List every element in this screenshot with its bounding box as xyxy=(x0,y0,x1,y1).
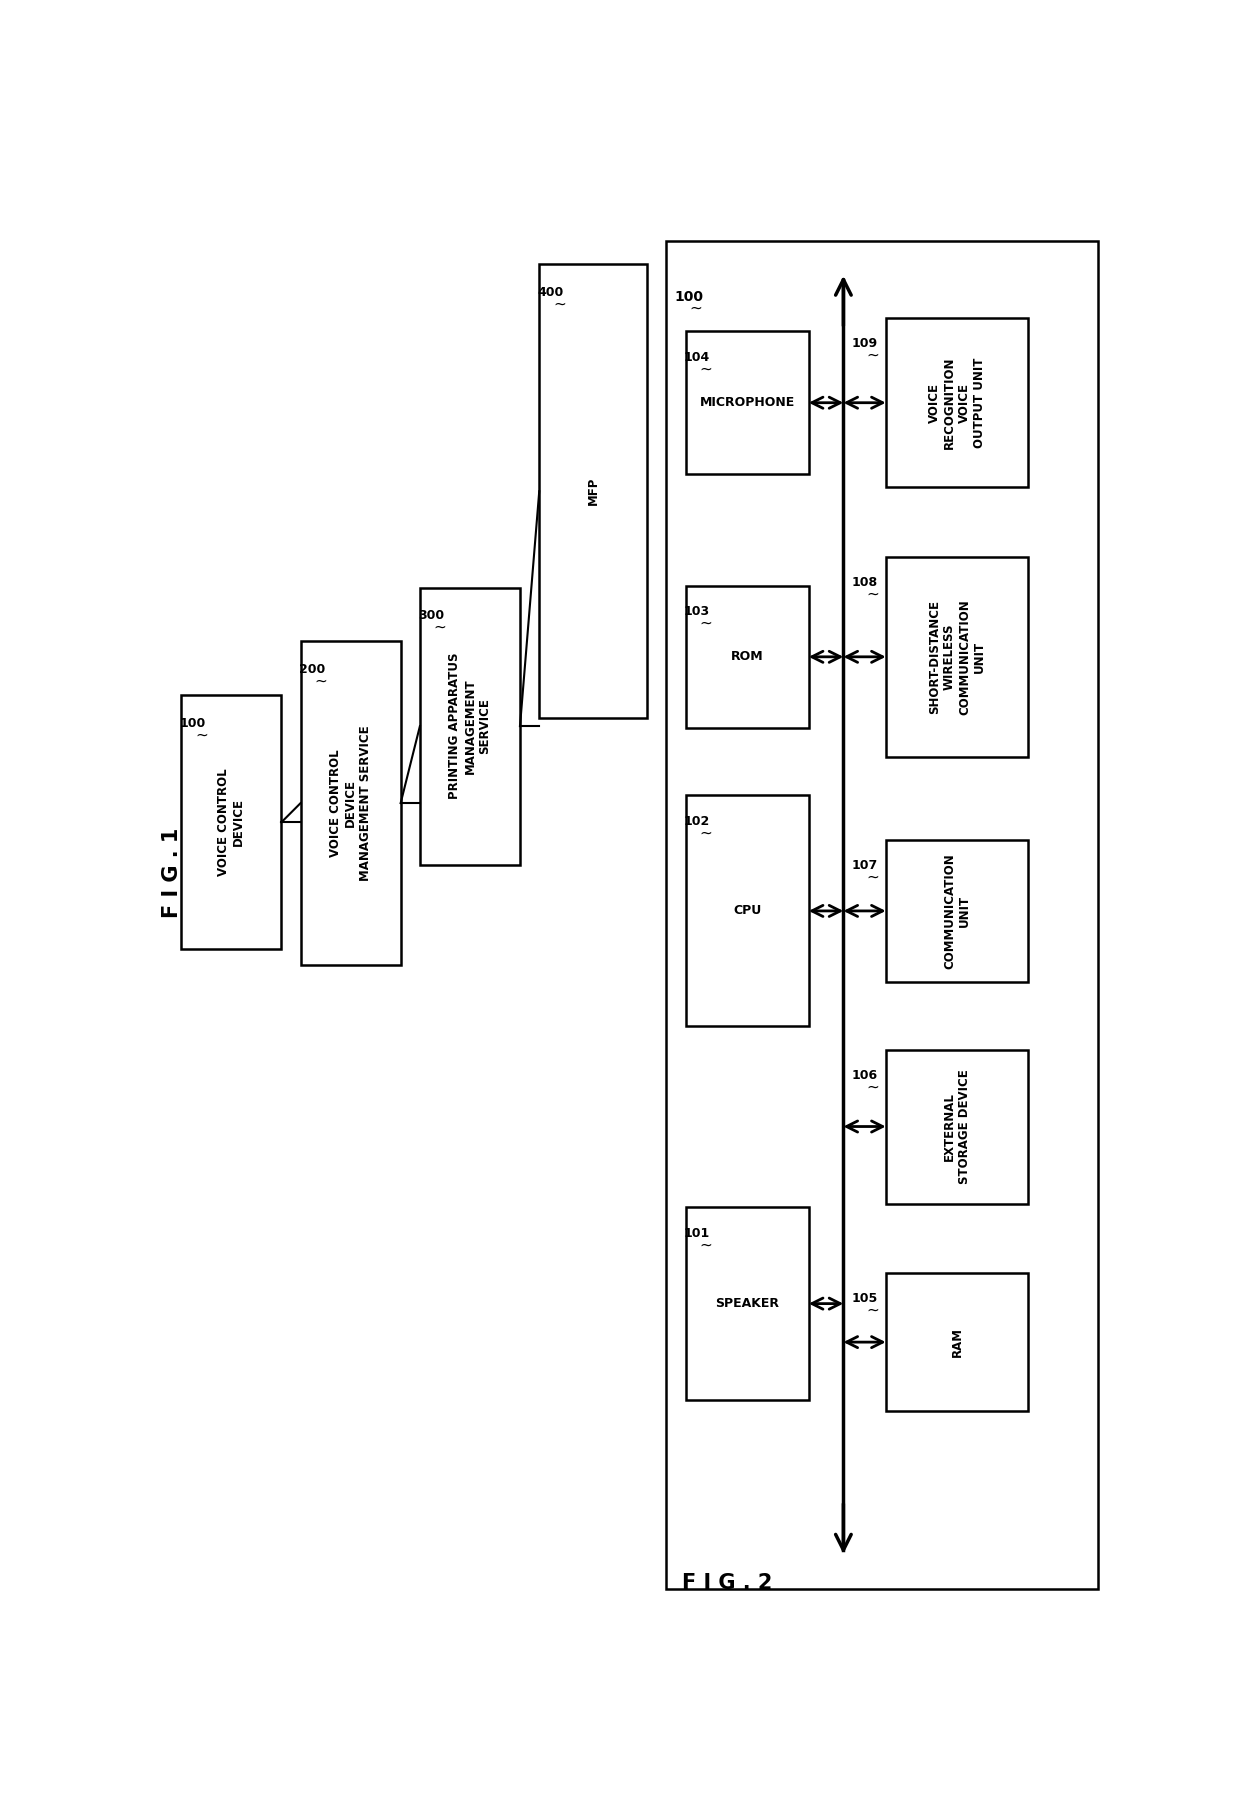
Text: F I G . 2: F I G . 2 xyxy=(682,1573,773,1593)
Text: RAM: RAM xyxy=(951,1327,963,1357)
Bar xyxy=(686,332,808,474)
Text: ~: ~ xyxy=(867,587,879,601)
Text: ~: ~ xyxy=(195,728,208,743)
Text: ~: ~ xyxy=(434,619,446,636)
Text: 200: 200 xyxy=(299,663,325,676)
Text: PRINTING APPARATUS
MANAGEMENT
SERVICE: PRINTING APPARATUS MANAGEMENT SERVICE xyxy=(449,654,491,799)
Text: SHORT-DISTANCE
WIRELESS
COMMUNICATION
UNIT: SHORT-DISTANCE WIRELESS COMMUNICATION UN… xyxy=(928,599,986,716)
Text: F I G . 1: F I G . 1 xyxy=(162,828,182,917)
Text: SPEAKER: SPEAKER xyxy=(715,1297,779,1309)
Text: 102: 102 xyxy=(684,815,711,828)
Text: 103: 103 xyxy=(684,605,711,617)
Text: 108: 108 xyxy=(851,576,877,588)
Text: ~: ~ xyxy=(699,616,712,630)
Bar xyxy=(539,263,647,719)
Text: VOICE CONTROL
DEVICE: VOICE CONTROL DEVICE xyxy=(217,768,246,875)
Bar xyxy=(686,585,808,728)
Text: ~: ~ xyxy=(867,349,879,363)
Text: EXTERNAL
STORAGE DEVICE: EXTERNAL STORAGE DEVICE xyxy=(942,1070,971,1184)
Text: ~: ~ xyxy=(699,1237,712,1253)
Bar xyxy=(885,1050,1028,1204)
Text: VOICE CONTROL
DEVICE
MANAGEMENT SERVICE: VOICE CONTROL DEVICE MANAGEMENT SERVICE xyxy=(329,725,372,881)
Bar xyxy=(181,696,281,950)
Text: CPU: CPU xyxy=(733,904,761,917)
Text: MICROPHONE: MICROPHONE xyxy=(699,396,795,409)
Text: 100: 100 xyxy=(675,289,703,303)
Text: ~: ~ xyxy=(699,826,712,841)
Text: 104: 104 xyxy=(684,350,711,363)
Text: ~: ~ xyxy=(689,300,702,316)
Text: 106: 106 xyxy=(851,1070,877,1082)
Text: COMMUNICATION
UNIT: COMMUNICATION UNIT xyxy=(942,854,971,968)
Text: ~: ~ xyxy=(867,870,879,884)
Bar xyxy=(300,641,401,964)
Text: ~: ~ xyxy=(867,1302,879,1318)
Text: 109: 109 xyxy=(851,338,877,350)
Text: VOICE
RECOGNITION
VOICE
OUTPUT UNIT: VOICE RECOGNITION VOICE OUTPUT UNIT xyxy=(928,356,986,449)
Text: ROM: ROM xyxy=(730,650,764,663)
Text: MFP: MFP xyxy=(587,478,600,505)
Bar xyxy=(885,1273,1028,1411)
Text: ~: ~ xyxy=(315,674,327,688)
Text: ~: ~ xyxy=(553,296,565,312)
Bar xyxy=(666,242,1097,1589)
Bar xyxy=(885,558,1028,757)
Bar xyxy=(885,839,1028,982)
Text: 107: 107 xyxy=(851,859,878,872)
Text: 101: 101 xyxy=(684,1226,711,1240)
Bar xyxy=(885,318,1028,487)
Bar xyxy=(420,588,520,864)
Bar xyxy=(686,795,808,1026)
Text: 400: 400 xyxy=(538,285,564,298)
Text: 100: 100 xyxy=(180,717,206,730)
Text: 105: 105 xyxy=(851,1291,878,1306)
Text: 300: 300 xyxy=(418,608,444,623)
Bar xyxy=(686,1208,808,1400)
Text: ~: ~ xyxy=(867,1079,879,1095)
Text: ~: ~ xyxy=(699,361,712,376)
